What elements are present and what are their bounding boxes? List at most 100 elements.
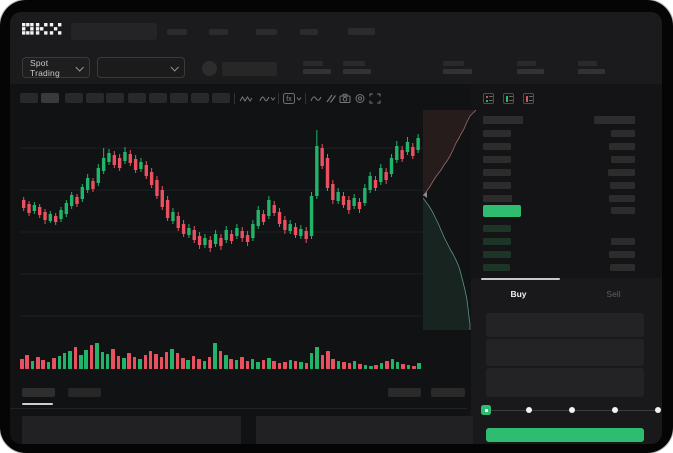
tab-buy[interactable]: Buy <box>471 284 566 304</box>
orderbook-view-both-icon[interactable] <box>483 93 494 104</box>
volume-bar <box>379 363 384 369</box>
volume-bar <box>52 358 56 369</box>
slider-stop[interactable] <box>569 407 575 413</box>
amount-slider[interactable] <box>481 405 661 415</box>
timeframe-button[interactable] <box>170 93 188 103</box>
stat-value-block <box>578 69 605 74</box>
volume-bar <box>245 361 250 369</box>
orderbook-row-bid[interactable] <box>483 235 635 248</box>
volume-bar <box>132 357 137 369</box>
total-input[interactable] <box>486 368 644 397</box>
timeframe-button[interactable] <box>106 93 124 103</box>
orders-panel-block <box>256 416 473 444</box>
settings-gear-icon[interactable] <box>354 93 366 104</box>
bottom-divider <box>10 408 467 409</box>
orderbook-row-bid[interactable] <box>483 261 635 274</box>
timeframe-button[interactable] <box>86 93 104 103</box>
app-screen: Spot Trading <box>10 12 662 444</box>
bottom-action-block[interactable] <box>388 388 421 397</box>
amount-bar <box>611 156 635 163</box>
volume-bar <box>277 363 282 369</box>
fullscreen-icon[interactable] <box>369 93 381 104</box>
amount-input[interactable] <box>486 339 644 366</box>
orderbook-view-bids-icon[interactable] <box>503 93 514 104</box>
camera-icon[interactable] <box>339 93 351 104</box>
slider-stop[interactable] <box>526 407 532 413</box>
volume-bar <box>385 361 389 369</box>
orderbook-view-asks-icon[interactable] <box>523 93 534 104</box>
toolbar-divider <box>305 93 306 104</box>
orderbook-row-ask[interactable] <box>483 153 635 166</box>
indicator-fx-button[interactable]: fx <box>283 93 302 104</box>
buy-submit-button[interactable] <box>486 428 644 442</box>
timeframe-button[interactable] <box>149 93 167 103</box>
compare-icon[interactable] <box>325 93 337 104</box>
bottom-action-block[interactable] <box>431 388 465 397</box>
nav-item-block[interactable] <box>256 29 277 35</box>
timeframe-button[interactable] <box>41 93 59 103</box>
stat-value-block <box>443 69 472 74</box>
orders-panel-block <box>22 416 241 444</box>
nav-item-block[interactable] <box>348 28 375 35</box>
price-bar <box>483 238 511 245</box>
volume-bar <box>395 362 400 369</box>
timeframe-button[interactable] <box>20 93 38 103</box>
orderbook-row-ask[interactable] <box>483 179 635 192</box>
orderbook-row-ask[interactable] <box>483 127 635 140</box>
volume-bar <box>100 352 105 369</box>
price-input[interactable] <box>486 313 644 337</box>
volume-bar <box>229 359 233 369</box>
nav-item-block[interactable] <box>167 29 187 35</box>
orderbook-row-ask[interactable] <box>483 166 635 179</box>
orderbook-row-bid[interactable] <box>483 222 635 235</box>
svg-text:fx: fx <box>286 96 292 103</box>
market-type-dropdown[interactable]: Spot Trading <box>22 57 90 78</box>
chart-type-icon[interactable] <box>239 93 253 104</box>
volume-bar <box>186 360 190 369</box>
volume-bar <box>164 352 169 369</box>
stat-value-block <box>517 69 544 74</box>
line-wave-icon[interactable] <box>310 93 322 104</box>
volume-bar <box>62 353 67 369</box>
stat-label-block <box>303 61 323 66</box>
volume-bar <box>299 362 303 369</box>
orderbook-row-ask[interactable] <box>483 140 635 153</box>
volume-bar <box>358 364 362 369</box>
chevron-down-icon <box>170 62 179 72</box>
tab-sell[interactable]: Sell <box>566 284 661 304</box>
volume-bar <box>304 363 309 369</box>
timeframe-button[interactable] <box>128 93 146 103</box>
volume-bar <box>374 365 378 369</box>
bottom-tab[interactable] <box>68 388 101 397</box>
orderbook-row-ask[interactable] <box>483 192 635 205</box>
search-bar[interactable] <box>71 23 157 40</box>
nav-item-block[interactable] <box>300 29 318 35</box>
timeframe-button[interactable] <box>212 93 230 103</box>
volume-bar <box>111 349 115 369</box>
volume-bar <box>116 356 121 369</box>
volume-bar <box>336 361 341 369</box>
orderbook-row-price[interactable] <box>483 205 635 222</box>
slider-handle[interactable] <box>481 405 491 415</box>
price-bar <box>483 116 523 124</box>
volume-bar <box>175 353 180 369</box>
candlestick-chart[interactable] <box>20 110 423 332</box>
volume-bar <box>342 362 346 369</box>
active-tab-indicator <box>481 278 560 280</box>
tab-buy-label: Buy <box>510 289 527 299</box>
nav-item-block[interactable] <box>209 29 228 35</box>
timeframe-button[interactable] <box>191 93 209 103</box>
slider-stop[interactable] <box>655 407 661 413</box>
volume-bar <box>57 356 62 369</box>
volume-bar <box>234 360 239 369</box>
slider-stop[interactable] <box>612 407 618 413</box>
volume-bar <box>127 353 131 369</box>
timeframe-button[interactable] <box>65 93 83 103</box>
pair-avatar <box>202 61 217 76</box>
stat-label-block <box>578 61 597 66</box>
chart-style-dropdown-icon[interactable] <box>259 93 276 104</box>
bottom-tab-active[interactable] <box>22 388 55 397</box>
pair-name-block <box>222 62 277 76</box>
orderbook-row-bid[interactable] <box>483 248 635 261</box>
pair-dropdown[interactable] <box>97 57 185 78</box>
